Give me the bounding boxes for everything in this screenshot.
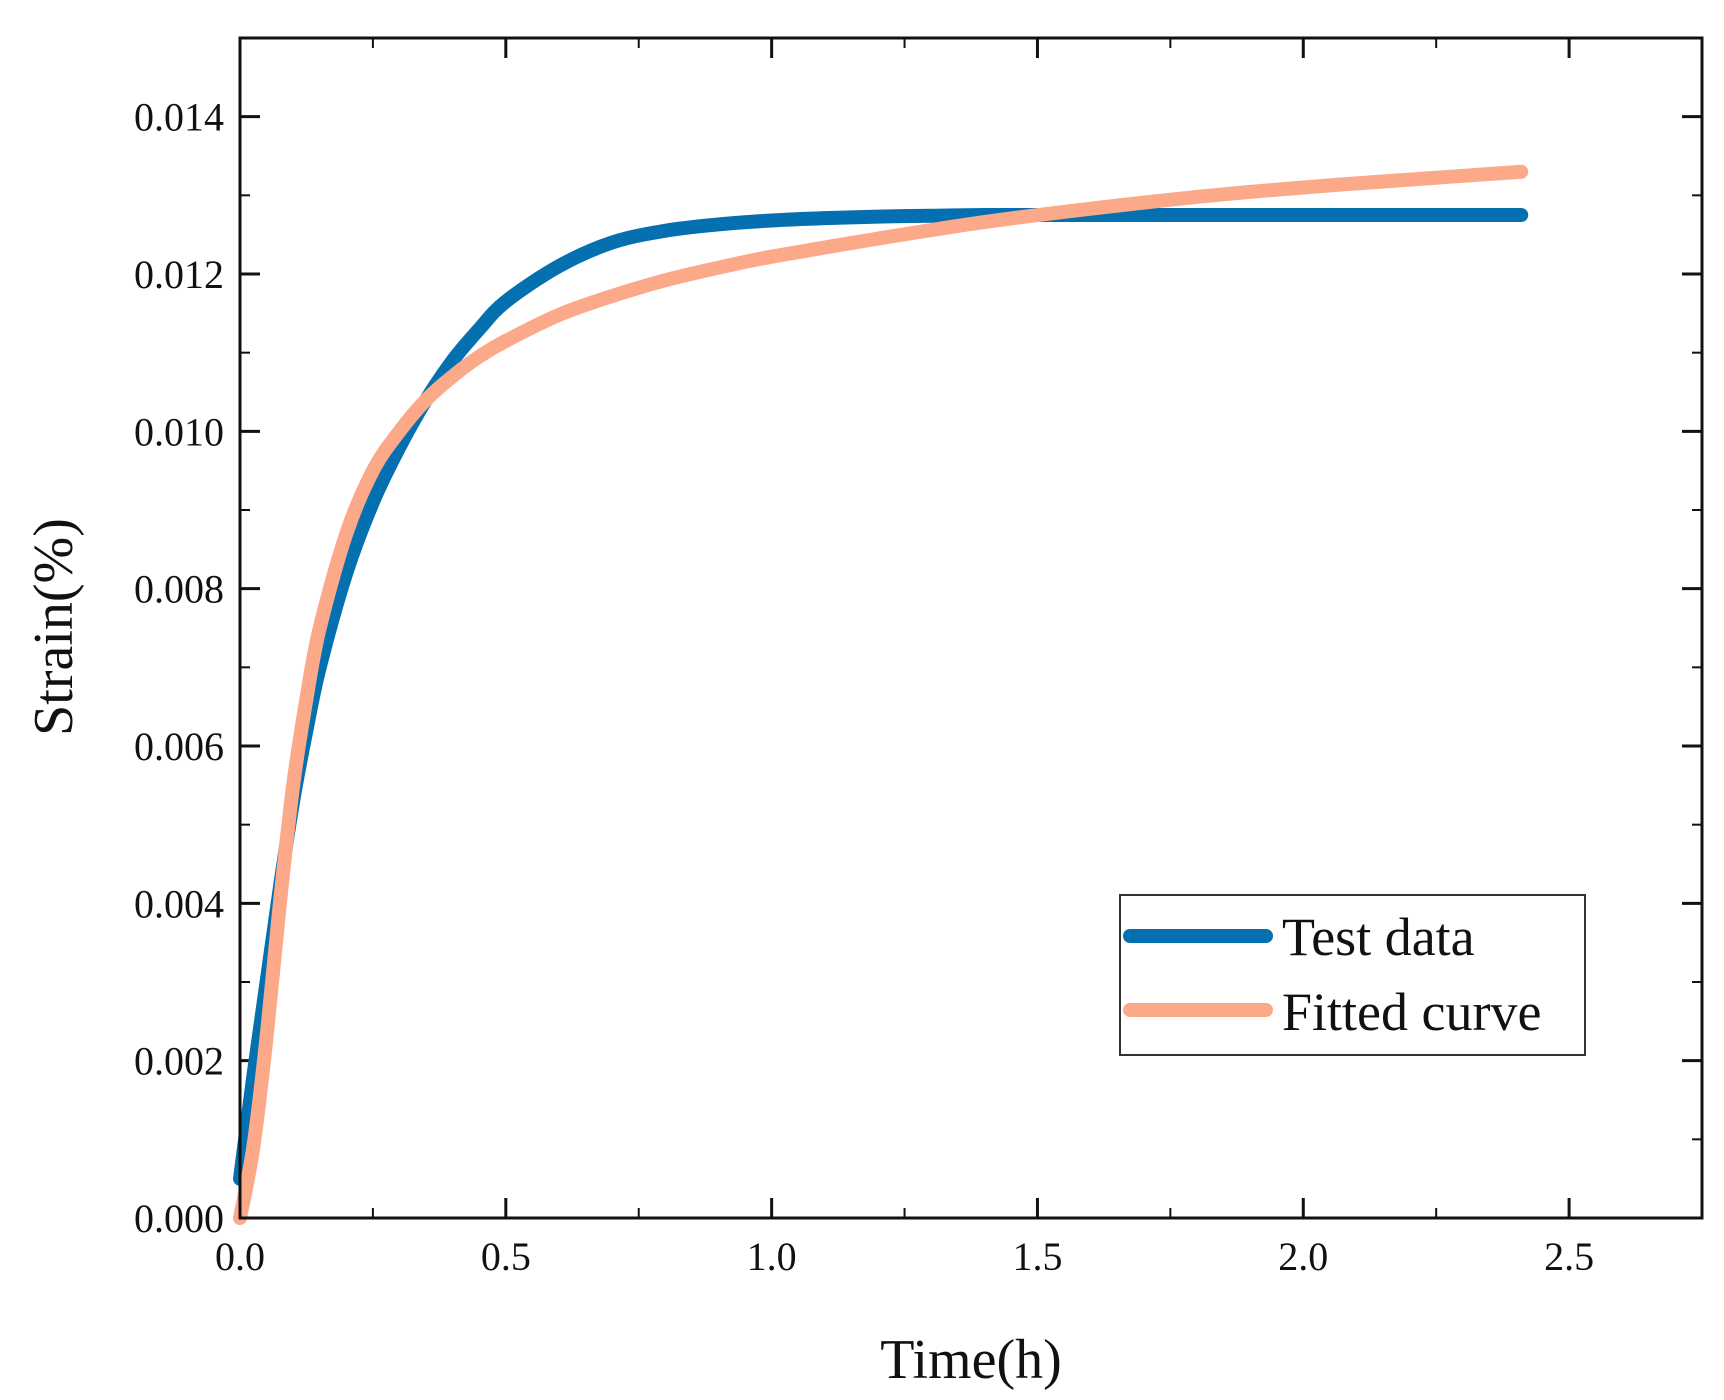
y-tick-label: 0.012 bbox=[134, 252, 224, 297]
x-tick-label: 1.0 bbox=[747, 1234, 797, 1279]
legend: Test data Fitted curve bbox=[1119, 894, 1586, 1056]
y-tick-label: 0.010 bbox=[134, 409, 224, 454]
x-tick-label: 2.0 bbox=[1278, 1234, 1328, 1279]
x-axis-title: Time(h) bbox=[880, 1329, 1062, 1391]
y-tick-label: 0.008 bbox=[134, 567, 224, 612]
x-tick-label: 2.5 bbox=[1544, 1234, 1594, 1279]
series-layer bbox=[233, 164, 1529, 1225]
series-line-fitted-curve bbox=[233, 164, 1529, 1225]
y-tick-label: 0.006 bbox=[134, 724, 224, 769]
y-axis-title: Strain(%) bbox=[23, 518, 85, 736]
y-tick-label: 0.004 bbox=[134, 881, 224, 926]
legend-box bbox=[1119, 894, 1586, 1056]
y-tick-label: 0.014 bbox=[134, 95, 224, 140]
legend-label-test-data: Test data bbox=[1282, 907, 1475, 967]
x-tick-label: 0.0 bbox=[215, 1234, 265, 1279]
x-tick-label: 1.5 bbox=[1012, 1234, 1062, 1279]
plot-frame bbox=[238, 36, 1704, 1220]
y-axis-ticks: 0.000 0.002 0.004 0.006 0.008 0.010 0.012 0.014 bbox=[134, 37, 1702, 1241]
x-axis-ticks: 0.0 0.5 1.0 1.5 2.0 2.5 bbox=[215, 38, 1703, 1279]
y-tick-label: 0.000 bbox=[134, 1196, 224, 1241]
legend-label-fitted-curve: Fitted curve bbox=[1282, 982, 1541, 1042]
y-tick-label: 0.002 bbox=[134, 1039, 224, 1084]
x-tick-label: 0.5 bbox=[481, 1234, 531, 1279]
